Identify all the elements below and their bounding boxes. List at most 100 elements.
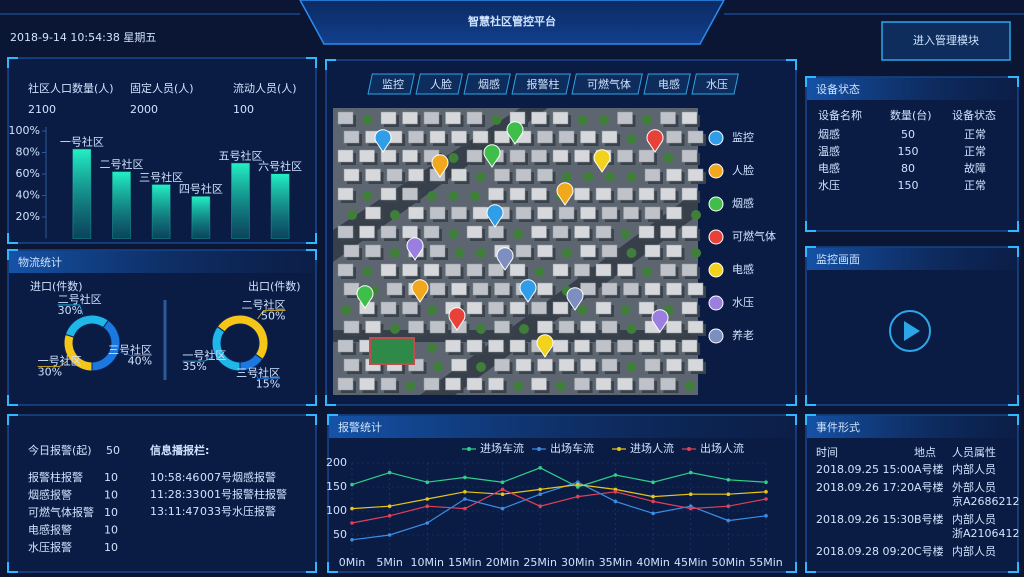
map-tree — [562, 172, 572, 182]
series-point — [764, 514, 768, 518]
series-point — [651, 494, 655, 499]
tab[interactable] — [415, 73, 463, 95]
map-building — [537, 358, 553, 372]
device-name: 水压 — [818, 179, 840, 192]
device-status: 正常 — [964, 179, 986, 192]
series-point — [613, 473, 618, 477]
series-point — [726, 492, 731, 497]
map-pin — [406, 237, 424, 261]
broadcast-text: 007号烟感报警 — [200, 470, 276, 484]
enter-button[interactable] — [881, 21, 1011, 61]
donut-category-label: 三号社区 — [108, 342, 152, 356]
map-tree — [534, 267, 545, 277]
map-building — [429, 130, 446, 144]
device-count: 150 — [898, 145, 919, 158]
series-point — [350, 538, 354, 542]
map-building — [466, 149, 483, 163]
map-building — [365, 168, 381, 182]
map-building — [445, 111, 461, 125]
map-building — [537, 130, 553, 144]
map-building — [687, 130, 704, 144]
tab[interactable] — [691, 73, 739, 95]
tab-label[interactable]: 水压 — [706, 78, 728, 91]
map-building — [574, 149, 590, 163]
map-building — [359, 225, 375, 239]
x-tick-label: 40Min — [636, 556, 670, 569]
map-building — [515, 358, 532, 372]
tab-label[interactable]: 可燃气体 — [587, 77, 631, 91]
tab-label[interactable]: 监控 — [382, 77, 404, 91]
map-building — [681, 225, 698, 239]
map-tree — [513, 381, 523, 391]
event-attr: 京A2686212 — [952, 494, 1020, 508]
tab[interactable] — [463, 73, 511, 95]
series-point — [350, 482, 354, 487]
tab-label[interactable]: 电感 — [658, 78, 680, 91]
series-point — [764, 480, 768, 485]
map-building — [429, 206, 446, 220]
map-building — [638, 187, 655, 201]
series-point — [425, 497, 430, 501]
map-tree — [599, 115, 609, 125]
panel — [7, 249, 317, 406]
map-building — [617, 377, 633, 391]
tab[interactable] — [571, 73, 643, 95]
tab[interactable] — [367, 73, 415, 95]
datetime: 2018-9-14 10:54:38 星期五 — [10, 31, 156, 44]
map-building — [380, 263, 397, 277]
map-tree — [620, 229, 631, 239]
map-building — [617, 187, 633, 201]
series-point — [726, 518, 731, 523]
tab-label[interactable]: 人脸 — [430, 77, 452, 91]
series-point — [688, 492, 693, 497]
map-building — [580, 206, 596, 220]
series-point — [387, 470, 392, 475]
y-tick-label: 100% — [9, 124, 40, 137]
map-building — [580, 358, 596, 372]
donut-title: 进口(件数) — [30, 280, 83, 293]
panel — [805, 414, 1019, 573]
tab-label[interactable]: 烟感 — [478, 77, 500, 91]
map-pin — [536, 334, 554, 358]
legend-icon — [708, 196, 724, 212]
panel-title: 设备状态 — [816, 82, 860, 96]
map-court — [369, 337, 415, 365]
map-building — [660, 263, 676, 277]
map-building — [380, 149, 397, 163]
panel-corners — [325, 59, 797, 406]
bar — [112, 171, 131, 240]
map-building — [337, 377, 354, 391]
map-building — [638, 225, 655, 239]
tab-label[interactable]: 报警柱 — [527, 77, 560, 91]
map-building — [380, 111, 397, 125]
map-building — [423, 225, 440, 239]
series-point — [576, 494, 580, 499]
play-icon — [904, 321, 920, 341]
series-point — [463, 506, 467, 511]
alarm-value: 10 — [104, 471, 118, 484]
series-point — [425, 504, 430, 509]
panel-title-bar — [807, 416, 1017, 438]
panel-title: 物流统计 — [18, 255, 62, 269]
map-building — [552, 301, 569, 315]
map-building — [365, 244, 381, 258]
map-legend-label: 监控 — [732, 130, 754, 144]
play-button[interactable] — [889, 310, 931, 352]
map-building — [558, 130, 575, 144]
panel-title: 事件形式 — [816, 421, 860, 434]
enter-button-label[interactable]: 进入管理模块 — [913, 33, 979, 47]
bar — [191, 196, 211, 239]
tab[interactable] — [511, 73, 571, 95]
map-building — [380, 301, 397, 315]
tab[interactable] — [643, 73, 691, 95]
series-point — [500, 492, 505, 497]
map-building — [343, 244, 360, 258]
donut-title: 出口(件数) — [248, 279, 301, 293]
event-time: 2018.09.26 15:30 — [816, 513, 914, 526]
panel-corners — [805, 246, 1019, 406]
donut-value-label: 40% — [128, 354, 152, 367]
panel — [7, 414, 317, 573]
map-building — [531, 111, 547, 125]
legend-label: 出场车流 — [550, 441, 594, 455]
